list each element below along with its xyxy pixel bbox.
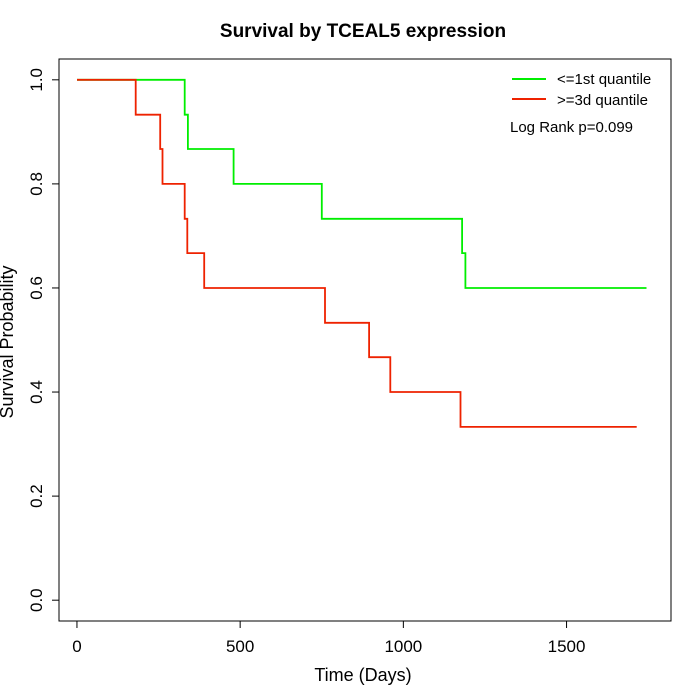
y-tick-label: 0.4	[27, 380, 46, 404]
y-axis-label: Survival Probability	[0, 265, 17, 418]
x-tick-label: 1500	[548, 637, 586, 656]
plot-frame	[58, 58, 672, 622]
log-rank-annotation: Log Rank p=0.099	[510, 119, 633, 136]
y-tick-label: 0.0	[27, 588, 46, 612]
x-axis: 0 500 1000 1500	[72, 620, 586, 656]
survival-curve-lower-quantile	[77, 78, 647, 289]
y-axis: 0.0 0.2 0.4 0.6 0.8 1.0	[27, 68, 60, 612]
y-tick-label: 0.6	[27, 276, 46, 300]
chart-title: Survival by TCEAL5 expression	[220, 21, 506, 42]
legend-label-upper-quantile: >=3d quantile	[557, 92, 648, 109]
x-tick-label: 500	[226, 637, 254, 656]
legend-label-lower-quantile: <=1st quantile	[557, 71, 651, 88]
y-tick-label: 1.0	[27, 68, 46, 92]
legend: <=1st quantile >=3d quantile	[512, 71, 651, 109]
x-axis-label: Time (Days)	[314, 665, 411, 685]
y-tick-label: 0.2	[27, 484, 46, 508]
series-layer	[77, 78, 647, 428]
y-tick-label: 0.8	[27, 172, 46, 196]
survival-curve-upper-quantile	[77, 78, 637, 428]
x-tick-label: 0	[72, 637, 81, 656]
x-tick-label: 1000	[384, 637, 422, 656]
